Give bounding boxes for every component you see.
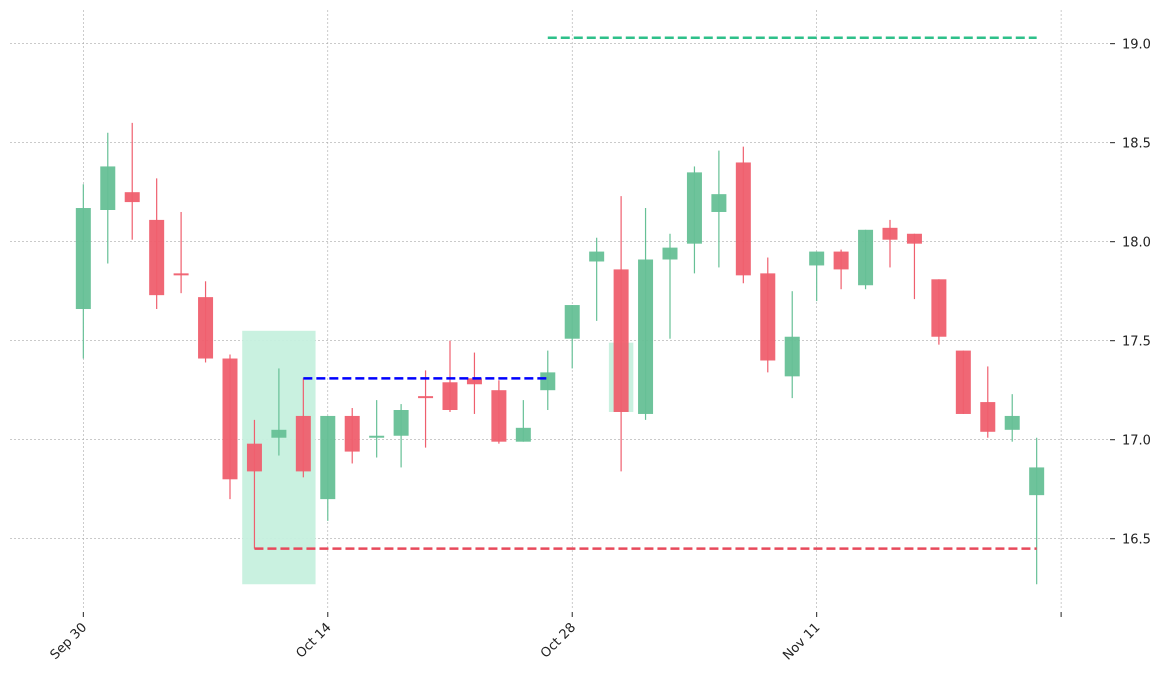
candle-body xyxy=(100,166,116,210)
candle-body xyxy=(711,194,727,212)
candle-body xyxy=(344,415,360,452)
candle-body xyxy=(564,305,580,339)
candle-body xyxy=(173,273,189,276)
candle-body xyxy=(760,273,776,361)
y-tick-label: 19.0 xyxy=(1122,38,1151,53)
candle-body xyxy=(662,247,678,260)
candle-body xyxy=(1029,467,1045,496)
candle-body xyxy=(466,378,482,385)
candle-body xyxy=(320,415,336,500)
candle-body xyxy=(638,259,654,414)
candle-body xyxy=(980,402,996,432)
candle-body xyxy=(491,390,507,442)
y-tick-label: 16.5 xyxy=(1122,533,1151,548)
candle-body xyxy=(393,410,409,436)
candle-body xyxy=(613,269,629,412)
candle-body xyxy=(882,227,898,240)
candle-body xyxy=(124,192,140,203)
x-tick-label: Oct 28 xyxy=(538,620,579,661)
candle-body xyxy=(1004,415,1020,430)
candle-body xyxy=(906,233,922,244)
candle-body xyxy=(246,443,262,472)
y-tick-label: 17.5 xyxy=(1122,335,1151,350)
candle-body xyxy=(442,382,458,410)
candle-body xyxy=(955,350,971,414)
x-tick-label: Sep 30 xyxy=(48,620,91,663)
x-tick-label: Oct 14 xyxy=(293,620,334,661)
candle-body xyxy=(833,251,849,270)
x-tick-label: Nov 11 xyxy=(780,620,823,663)
y-tick-label: 18.0 xyxy=(1122,236,1151,251)
candle-body xyxy=(418,396,434,399)
y-tick-label: 18.5 xyxy=(1122,137,1151,152)
candle-body xyxy=(369,435,385,438)
candle-body xyxy=(75,208,91,310)
candle-body xyxy=(784,336,800,377)
candle-body xyxy=(198,297,214,359)
candle-body xyxy=(858,229,874,286)
candle-body xyxy=(931,279,947,337)
y-tick-label: 17.0 xyxy=(1122,434,1151,449)
candle-body xyxy=(735,162,751,276)
candle-body xyxy=(686,172,702,244)
candle-body xyxy=(809,251,825,266)
candle-body xyxy=(295,415,311,472)
candle-body xyxy=(589,251,605,262)
candle-body xyxy=(540,372,556,391)
candle-body xyxy=(271,429,287,438)
candle-body xyxy=(149,219,165,296)
candle-body xyxy=(515,427,531,442)
candle-body xyxy=(222,358,238,480)
